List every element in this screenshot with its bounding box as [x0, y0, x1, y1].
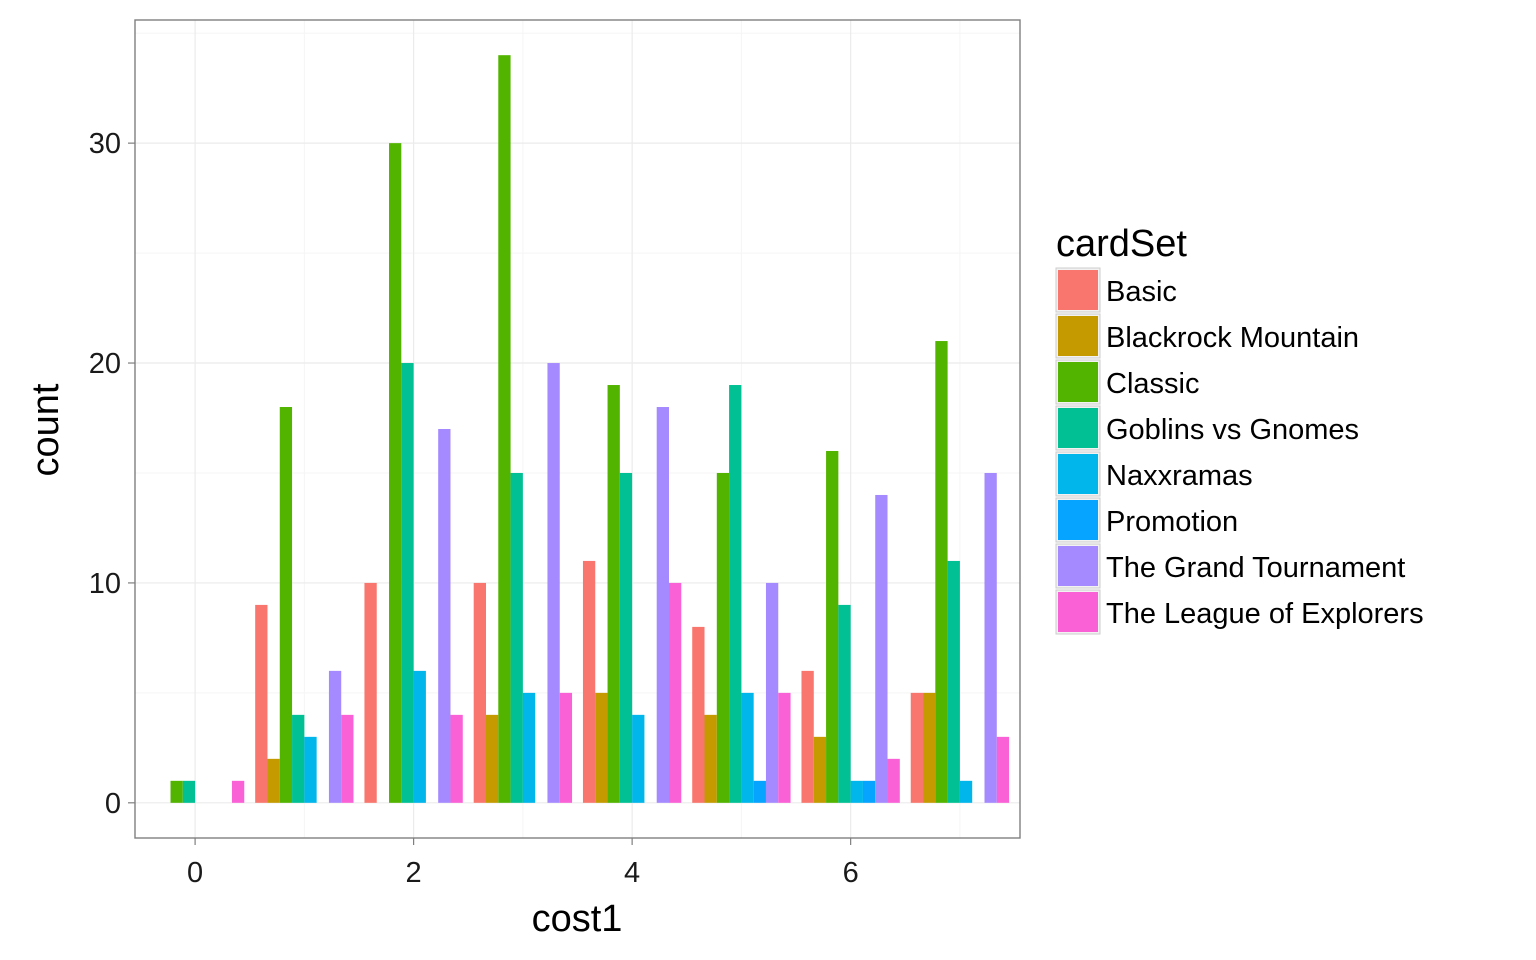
bar-1-6: [801, 670, 814, 803]
bar-3-7: [935, 341, 948, 803]
legend-label-5: Naxxramas: [1106, 460, 1253, 492]
bar-7-2: [438, 429, 451, 803]
bar-1-5: [692, 626, 705, 803]
y-tick-label: 20: [89, 348, 121, 380]
legend-swatch-4: [1058, 408, 1098, 448]
legend-swatch-6: [1058, 500, 1098, 540]
legend-swatch-7: [1058, 546, 1098, 586]
bar-4-3: [510, 472, 523, 803]
legend-label-6: Promotion: [1106, 506, 1238, 538]
bar-5-5: [741, 692, 754, 803]
bar-8-0: [231, 780, 245, 803]
bar-1-2: [364, 582, 377, 803]
legend: cardSet Basic Blackrock Mountain Classic Go…: [1055, 223, 1424, 635]
x-axis-title: cost1: [532, 898, 623, 940]
bar-7-5: [765, 582, 779, 803]
legend-label-1: Basic: [1106, 276, 1177, 308]
bar-5-3: [522, 692, 536, 803]
legend-label-3: Classic: [1106, 368, 1199, 400]
y-axis-title: count: [25, 383, 67, 476]
bar-8-7: [996, 736, 1010, 803]
legend-label-7: The Grand Tournament: [1106, 552, 1405, 584]
x-tick-label: 4: [624, 857, 640, 889]
y-tick-label: 0: [105, 788, 121, 820]
bar-5-6: [850, 780, 863, 803]
bar-4-0: [182, 780, 196, 803]
bar-5-4: [632, 714, 645, 803]
bar-2-3: [485, 714, 499, 803]
bar-4-1: [292, 714, 305, 803]
bar-4-6: [838, 604, 851, 803]
y-tick-label: 30: [89, 128, 121, 160]
bar-8-6: [887, 758, 900, 803]
bar-2-1: [267, 758, 280, 803]
x-tick-label: 0: [187, 857, 203, 889]
axis-layer: 0 2 4 6 0 10 20 30: [89, 128, 859, 889]
bar-7-3: [547, 363, 560, 803]
bar-7-6: [875, 494, 888, 803]
bar-3-6: [826, 450, 839, 803]
panel-border: [134, 19, 1021, 839]
bar-5-2: [413, 670, 426, 803]
bar-8-3: [559, 692, 573, 803]
x-tick-label: 2: [406, 857, 422, 889]
bar-7-1: [328, 670, 342, 803]
legend-label-8: The League of Explorers: [1106, 598, 1424, 630]
bar-8-5: [778, 692, 791, 803]
bar-7-7: [984, 472, 997, 803]
bar-5-7: [959, 780, 973, 803]
bar-3-3: [498, 55, 511, 803]
bar-4-7: [947, 560, 960, 803]
y-tick-label: 10: [89, 568, 121, 600]
bar-1-4: [582, 560, 596, 803]
bar-1-3: [473, 582, 486, 803]
legend-label-4: Goblins vs Gnomes: [1106, 414, 1359, 446]
bar-6-5: [753, 780, 766, 803]
bar-3-5: [716, 472, 730, 803]
bar-4-4: [619, 472, 633, 803]
bar-2-4: [595, 692, 608, 803]
bar-7-4: [656, 407, 670, 803]
x-tick-label: 6: [843, 857, 859, 889]
bar-3-2: [389, 143, 402, 803]
bar-4-5: [729, 385, 742, 803]
legend-swatch-2: [1058, 316, 1098, 356]
legend-swatch-1: [1058, 270, 1098, 310]
bar-8-4: [669, 582, 682, 803]
bars-layer: [170, 55, 1010, 803]
bar-8-1: [341, 714, 354, 803]
legend-swatch-3: [1058, 362, 1098, 402]
bar-1-7: [910, 692, 924, 803]
bar-4-2: [401, 363, 414, 803]
bar-2-7: [923, 692, 936, 803]
bar-3-0: [170, 780, 183, 803]
legend-swatch-8: [1058, 592, 1098, 632]
bar-8-2: [450, 714, 463, 803]
bar-6-6: [862, 780, 876, 803]
legend-label-2: Blackrock Mountain: [1106, 322, 1359, 354]
legend-title: cardSet: [1056, 223, 1187, 265]
bar-2-6: [813, 736, 827, 803]
bar-2-5: [704, 714, 717, 803]
bar-3-4: [607, 385, 620, 803]
bar-5-1: [304, 736, 317, 803]
legend-swatch-5: [1058, 454, 1098, 494]
bar-1-1: [255, 604, 268, 803]
bar-3-1: [279, 407, 293, 803]
